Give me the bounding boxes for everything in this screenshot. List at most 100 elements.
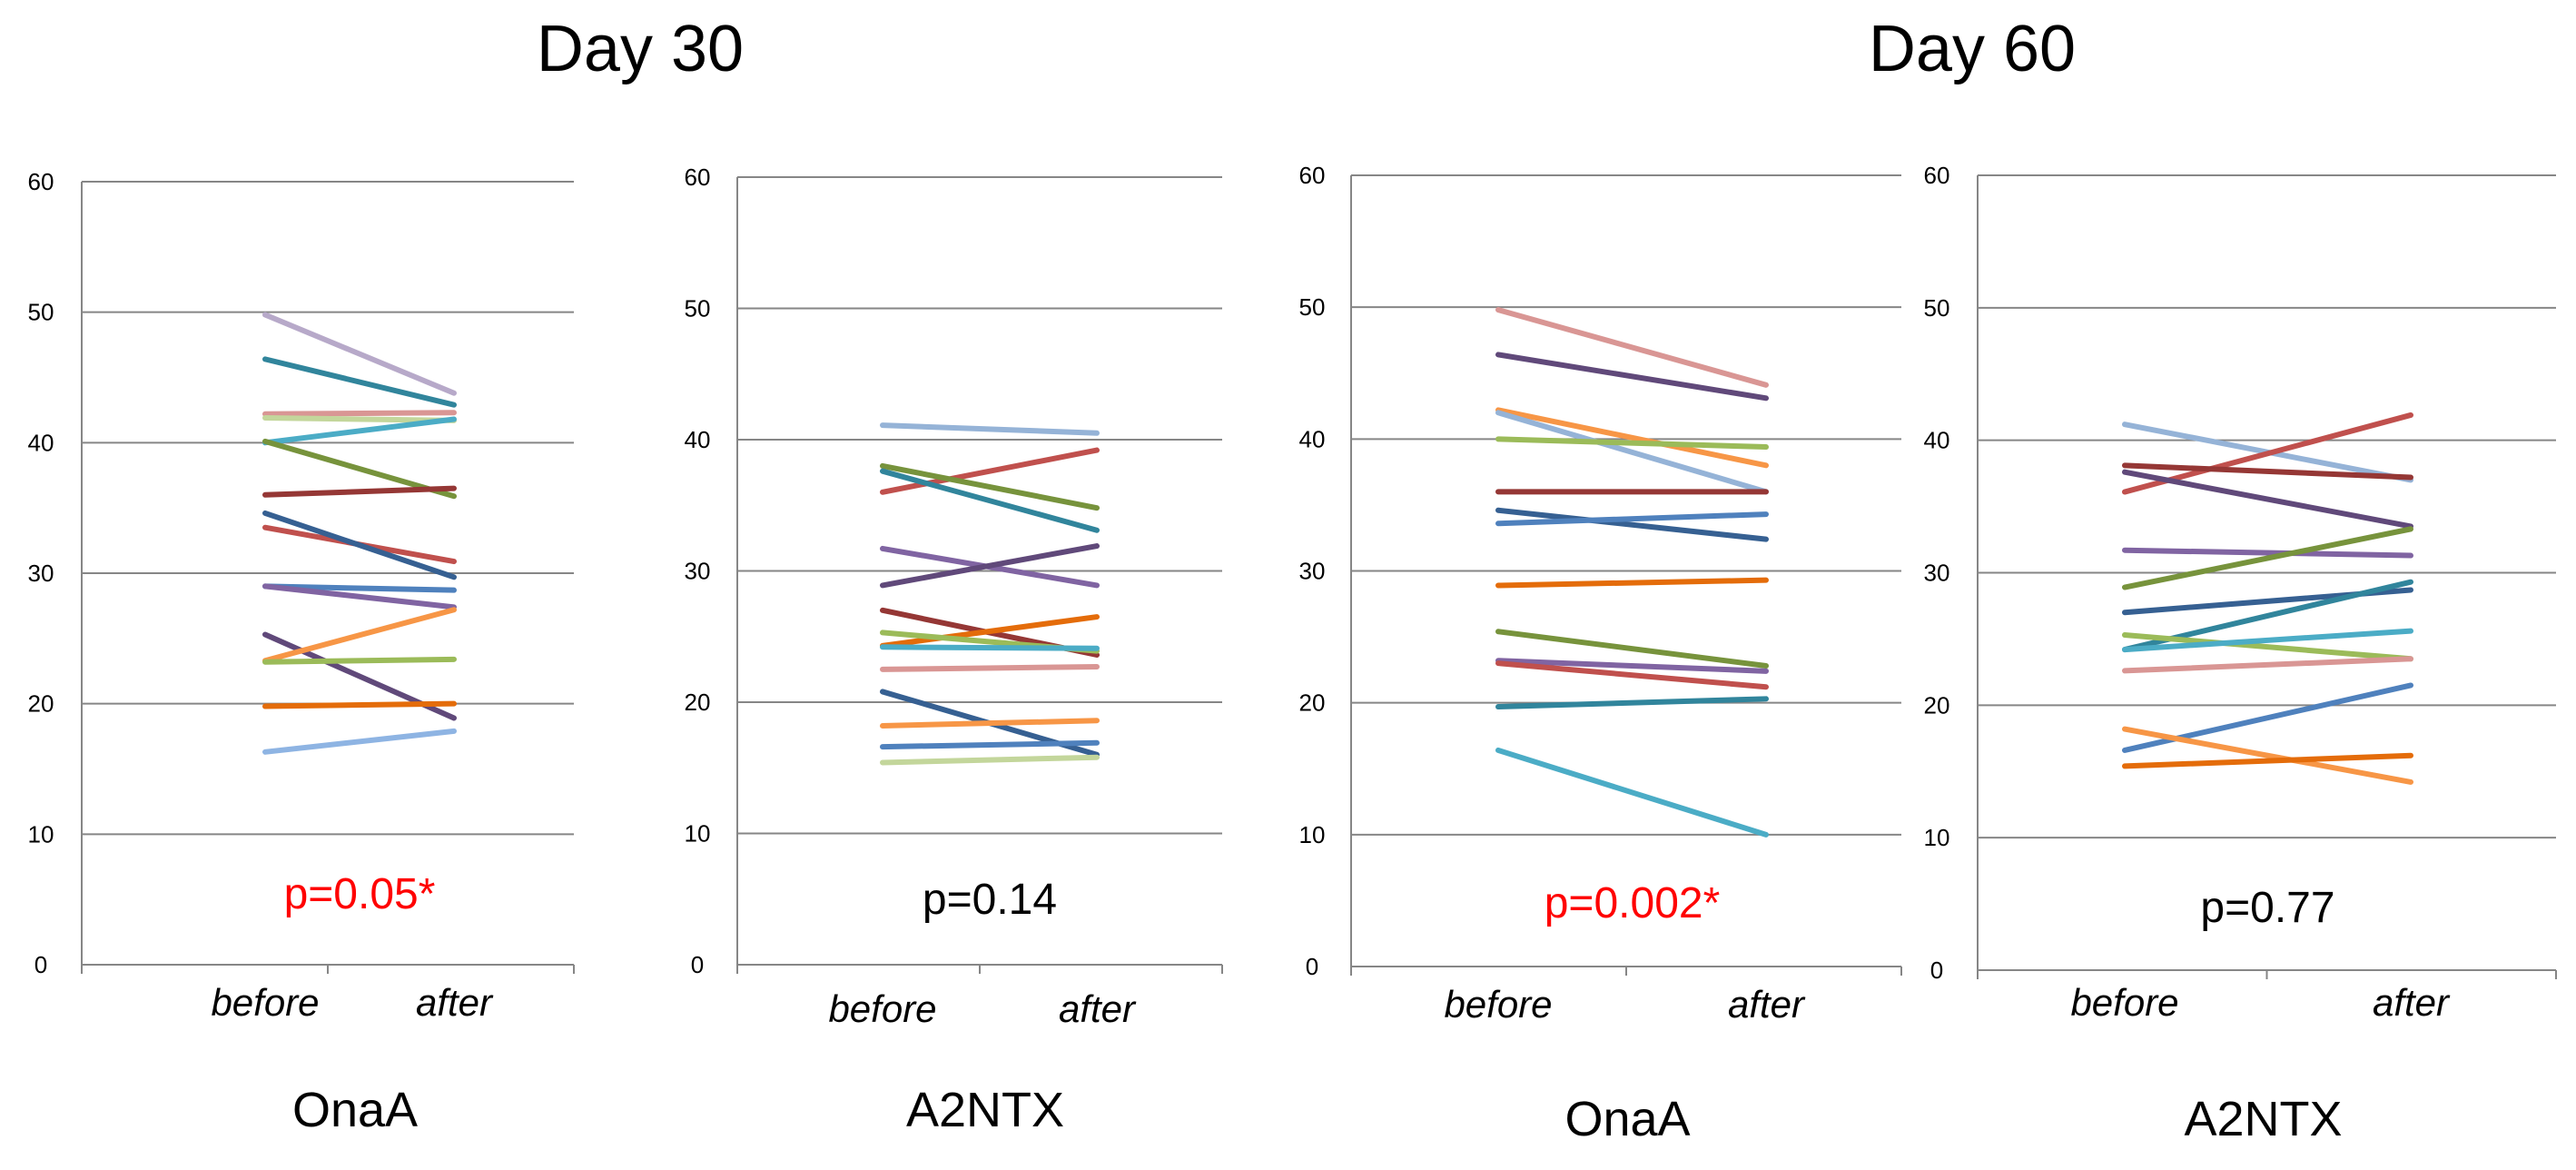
series-line-16 bbox=[262, 728, 457, 755]
chart-panel-2: 0 10 20 30 40 50 60 before after p=0.14 A2NTX bbox=[685, 164, 1223, 1137]
series-line-13 bbox=[262, 607, 457, 664]
panel-title: OnaA bbox=[292, 1083, 418, 1137]
series-line-6 bbox=[2122, 526, 2413, 590]
chart-panel-4: 0 10 20 30 40 50 60 before after p=0.77 A2NTX bbox=[1924, 162, 2557, 1146]
y-tick-label: 10 bbox=[28, 820, 54, 848]
group-title-day-30: Day 30 bbox=[537, 13, 744, 85]
y-tick-label: 30 bbox=[28, 560, 54, 587]
series-line-10 bbox=[2122, 628, 2413, 653]
series-line-8 bbox=[880, 614, 1100, 649]
y-tick-label: 60 bbox=[1924, 162, 1950, 189]
y-tick-label: 10 bbox=[1924, 824, 1950, 851]
group-titles: Day 30 Day 60 bbox=[537, 13, 2076, 85]
series-line-2 bbox=[1495, 352, 1769, 402]
y-tick-label: 20 bbox=[1299, 689, 1326, 717]
series-line-10 bbox=[262, 583, 457, 593]
series-line-4 bbox=[880, 468, 1100, 533]
series-line-2 bbox=[262, 356, 457, 408]
series-line-4 bbox=[1495, 410, 1769, 495]
p-value-annotation: p=0.14 bbox=[923, 876, 1057, 924]
series-line-7 bbox=[1495, 507, 1769, 542]
y-tick-label: 0 bbox=[1306, 953, 1318, 980]
series-line-4 bbox=[2122, 469, 2413, 530]
chart-panel-3: 0 10 20 30 40 50 60 before after p=0.002* OnaA bbox=[1299, 162, 1902, 1146]
panel-title: OnaA bbox=[1564, 1092, 1690, 1146]
y-tick-label: 0 bbox=[1930, 957, 1943, 984]
chart-panel-1: 0 10 20 30 40 50 60 before after p=0.05* OnaA bbox=[28, 168, 575, 1137]
series-line-5 bbox=[262, 416, 457, 446]
y-tick-label: 20 bbox=[685, 689, 711, 716]
series-line-9 bbox=[262, 510, 457, 580]
y-tick-label: 10 bbox=[685, 820, 711, 848]
series-line-1 bbox=[880, 422, 1100, 436]
x-category-label-after: after bbox=[416, 981, 494, 1024]
series-line-1 bbox=[262, 312, 457, 396]
y-tick-label: 40 bbox=[685, 426, 711, 453]
y-tick-label: 50 bbox=[1924, 294, 1950, 322]
x-category-label-before: before bbox=[1444, 983, 1552, 1026]
series-line-14 bbox=[2122, 752, 2413, 769]
series-line-11 bbox=[880, 663, 1100, 672]
p-value-annotation: p=0.002* bbox=[1545, 879, 1721, 927]
y-tick-label: 30 bbox=[1299, 558, 1326, 585]
series-line-11 bbox=[2122, 656, 2413, 674]
x-category-label-before: before bbox=[211, 981, 319, 1024]
y-tick-label: 60 bbox=[28, 168, 54, 195]
x-category-label-after: after bbox=[1728, 983, 1806, 1026]
series-line-14 bbox=[1495, 747, 1769, 838]
series-line-1 bbox=[1495, 307, 1769, 388]
series-line-2 bbox=[880, 447, 1100, 495]
y-tick-label: 40 bbox=[1924, 427, 1950, 454]
y-tick-label: 0 bbox=[691, 951, 704, 978]
series-line-3 bbox=[2122, 462, 2413, 481]
series-line-9 bbox=[1495, 577, 1769, 589]
y-tick-label: 50 bbox=[28, 299, 54, 326]
y-tick-label: 20 bbox=[1924, 691, 1950, 719]
series-line-15 bbox=[262, 700, 457, 709]
y-tick-label: 60 bbox=[685, 164, 711, 191]
series-line-11 bbox=[1495, 658, 1769, 674]
series-line-3 bbox=[1495, 407, 1769, 469]
series-line-5 bbox=[2122, 547, 2413, 559]
series-line-13 bbox=[880, 718, 1100, 729]
series-line-15 bbox=[880, 754, 1100, 766]
series-line-5 bbox=[1495, 436, 1769, 451]
y-tick-label: 40 bbox=[1299, 425, 1326, 452]
series-line-10 bbox=[1495, 629, 1769, 669]
y-tick-label: 0 bbox=[35, 951, 47, 978]
x-category-label-after: after bbox=[2373, 981, 2451, 1024]
series-line-12 bbox=[2122, 682, 2413, 753]
y-tick-label: 40 bbox=[28, 429, 54, 456]
y-tick-label: 20 bbox=[28, 690, 54, 718]
x-category-label-after: after bbox=[1059, 987, 1137, 1030]
series-line-3 bbox=[262, 410, 457, 417]
panel-title: A2NTX bbox=[2184, 1092, 2342, 1146]
x-category-label-before: before bbox=[2070, 981, 2178, 1024]
series-line-9 bbox=[2122, 632, 2413, 662]
series-line-4 bbox=[262, 415, 457, 423]
series-line-13 bbox=[1495, 696, 1769, 710]
series-line-10 bbox=[880, 644, 1100, 651]
p-value-annotation: p=0.77 bbox=[2200, 884, 2334, 932]
series-line-12 bbox=[1495, 660, 1769, 690]
series-line-14 bbox=[262, 656, 457, 665]
series-line-13 bbox=[2122, 726, 2413, 785]
p-value-annotation: p=0.05* bbox=[284, 870, 436, 918]
y-tick-label: 10 bbox=[1299, 821, 1326, 848]
series-line-7 bbox=[262, 485, 457, 498]
y-tick-label: 30 bbox=[685, 558, 711, 585]
series-line-8 bbox=[1495, 511, 1769, 527]
series-line-3 bbox=[880, 462, 1100, 511]
y-tick-label: 50 bbox=[685, 295, 711, 322]
series-line-14 bbox=[880, 739, 1100, 750]
series-line-6 bbox=[880, 543, 1100, 589]
y-tick-label: 50 bbox=[1299, 293, 1326, 321]
y-tick-label: 60 bbox=[1299, 162, 1326, 189]
group-title-day-60: Day 60 bbox=[1869, 13, 2076, 85]
series-line-11 bbox=[262, 583, 457, 610]
panel-title: A2NTX bbox=[906, 1083, 1064, 1137]
y-tick-label: 30 bbox=[1924, 560, 1950, 587]
x-category-label-before: before bbox=[828, 987, 936, 1030]
chart-panels: 0 10 20 30 40 50 60 before after p=0.05* OnaA 0 10 20… bbox=[28, 162, 2557, 1146]
